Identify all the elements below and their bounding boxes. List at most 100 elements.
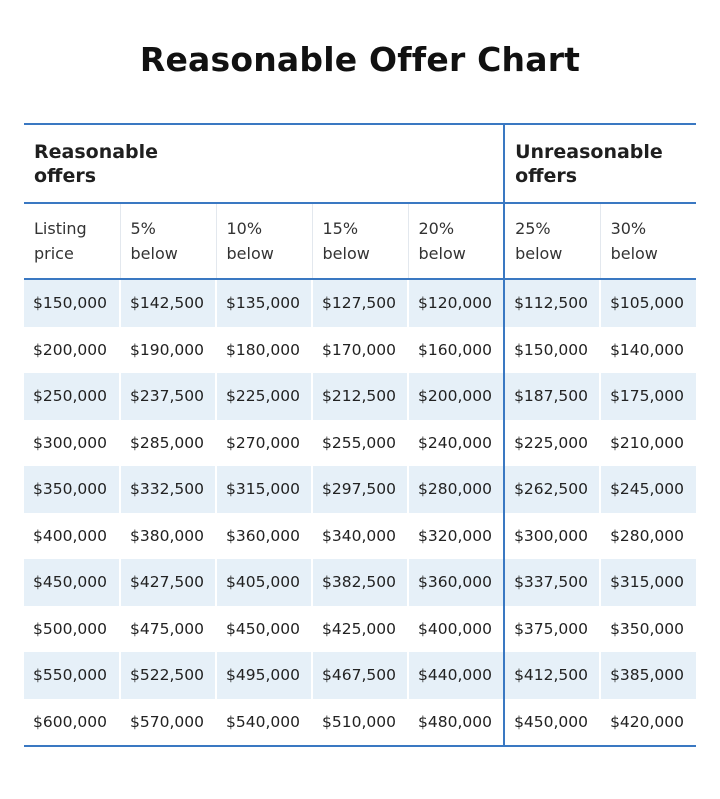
table-cell: $360,000 <box>406 559 505 606</box>
table-cell: $212,500 <box>311 373 408 420</box>
table-cell: $315,000 <box>599 559 697 606</box>
table-row: $500,000 $475,000 $450,000 $425,000 $400,000… <box>24 605 697 652</box>
table-cell: $160,000 <box>406 326 505 373</box>
table-cell: $350,000 <box>599 605 697 652</box>
table-cell: $250,000 <box>24 373 120 420</box>
table-cell: $500,000 <box>33 619 107 638</box>
column-label: 5% below <box>130 219 178 263</box>
table-cell: $150,000 <box>503 326 601 373</box>
table-cell: $112,500 <box>503 279 601 327</box>
table-row: $550,000 $522,500 $495,000 $467,500 $440,000… <box>24 652 697 699</box>
column-label: 15% below <box>322 219 370 263</box>
table-cell: $350,000 <box>24 466 120 513</box>
column-header: 15% below <box>311 203 408 280</box>
group-header: Reasonable offers <box>24 123 505 204</box>
table-cell: $320,000 <box>406 512 505 559</box>
table-cell: $332,500 <box>119 466 216 513</box>
table-cell: $237,500 <box>119 373 216 420</box>
group-label: Reasonable offers <box>34 140 159 187</box>
table-cell: $135,000 <box>215 279 312 327</box>
table-cell: $285,000 <box>119 419 216 466</box>
table-row: $150,000 $142,500 $135,000 $127,500 $120,000… <box>24 279 697 327</box>
column-label: 20% below <box>418 219 466 263</box>
table-cell: $187,500 <box>503 373 601 420</box>
table-cell: $340,000 <box>311 512 408 559</box>
table-cell: $180,000 <box>215 326 312 373</box>
table-cell: $240,000 <box>406 419 505 466</box>
table-cell: $425,000 <box>311 605 408 652</box>
table-cell: $380,000 <box>119 512 216 559</box>
table-row: $350,000 $332,500 $315,000 $297,500 $280,000… <box>24 466 697 513</box>
table-cell: $540,000 <box>215 698 312 747</box>
table-row: $400,000 $380,000 $360,000 $340,000 $320,000… <box>24 512 697 559</box>
column-header: 25% below <box>503 203 601 280</box>
table-cell: $375,000 <box>503 605 601 652</box>
offer-table: Reasonable offers Unreasonable offers List… <box>24 123 697 747</box>
table-cell: $450,000 <box>503 698 601 747</box>
table-cell: $142,500 <box>119 279 216 327</box>
table-cell: $467,500 <box>311 652 408 699</box>
table-cell: $300,000 <box>503 512 601 559</box>
column-header: 10% below <box>215 203 312 280</box>
table-cell: $245,000 <box>599 466 697 513</box>
table-cell: $280,000 <box>599 512 697 559</box>
table-cell: $450,000 <box>24 559 120 606</box>
table-cell: $385,000 <box>599 652 697 699</box>
table-cell: $550,000 <box>24 652 120 699</box>
table-cell: $150,000 <box>24 279 120 327</box>
table-cell: $495,000 <box>215 652 312 699</box>
table-row: $450,000 $427,500 $405,000 $382,500 $360,000… <box>24 559 697 606</box>
table-cell: $190,000 <box>119 326 216 373</box>
column-header: 30% below <box>599 203 697 280</box>
table-cell: $127,500 <box>311 279 408 327</box>
table-cell: $510,000 <box>311 698 408 747</box>
table-cell: $255,000 <box>311 419 408 466</box>
table-cell: $400,000 <box>33 526 107 545</box>
table-cell: $480,000 <box>406 698 505 747</box>
table-cell: $570,000 <box>119 698 216 747</box>
table-cell: $120,000 <box>406 279 505 327</box>
table-cell: $200,000 <box>406 373 505 420</box>
table-cell: $300,000 <box>33 433 107 452</box>
table-cell: $280,000 <box>406 466 505 513</box>
column-label: 25% below <box>515 219 563 263</box>
table-cell: $412,500 <box>503 652 601 699</box>
column-label: Listing price <box>34 219 87 263</box>
table-cell: $475,000 <box>119 605 216 652</box>
column-label: 10% below <box>226 219 274 263</box>
table-cell: $450,000 <box>215 605 312 652</box>
table-row: $200,000 $190,000 $180,000 $170,000 $160,000… <box>24 326 697 373</box>
column-header-row: Listing price 5% below 10% below 15% below 2… <box>24 203 697 280</box>
table-cell: $600,000 <box>24 698 120 747</box>
table-cell: $382,500 <box>311 559 408 606</box>
table-cell: $270,000 <box>215 419 312 466</box>
table-cell: $522,500 <box>119 652 216 699</box>
title: Reasonable Offer Chart <box>139 40 581 79</box>
table-cell: $200,000 <box>33 340 107 359</box>
group-header-row: Reasonable offers Unreasonable offers <box>24 123 697 204</box>
column-header: 20% below <box>407 203 505 280</box>
table-cell: $315,000 <box>215 466 312 513</box>
table-cell: $210,000 <box>599 419 697 466</box>
table-cell: $400,000 <box>406 605 505 652</box>
table-cell: $175,000 <box>599 373 697 420</box>
table-row: $250,000 $237,500 $225,000 $212,500 $200,000… <box>24 373 697 420</box>
table-row: $600,000 $570,000 $540,000 $510,000 $480,000… <box>24 698 697 747</box>
group-label: Unreasonable offers <box>515 140 663 187</box>
table-row: $300,000 $285,000 $270,000 $255,000 $240,000… <box>24 419 697 466</box>
table-cell: $337,500 <box>503 559 601 606</box>
table-cell: $225,000 <box>215 373 312 420</box>
table-cell: $105,000 <box>599 279 697 327</box>
table-cell: $440,000 <box>406 652 505 699</box>
table-cell: $360,000 <box>215 512 312 559</box>
table-cell: $427,500 <box>119 559 216 606</box>
table-cell: $140,000 <box>599 326 697 373</box>
column-label: 30% below <box>610 219 658 263</box>
table-cell: $262,500 <box>503 466 601 513</box>
table-cell: $297,500 <box>311 466 408 513</box>
column-header: 5% below <box>119 203 216 280</box>
group-header: Unreasonable offers <box>503 123 697 204</box>
table-cell: $225,000 <box>503 419 601 466</box>
column-header: Listing price <box>24 203 120 280</box>
